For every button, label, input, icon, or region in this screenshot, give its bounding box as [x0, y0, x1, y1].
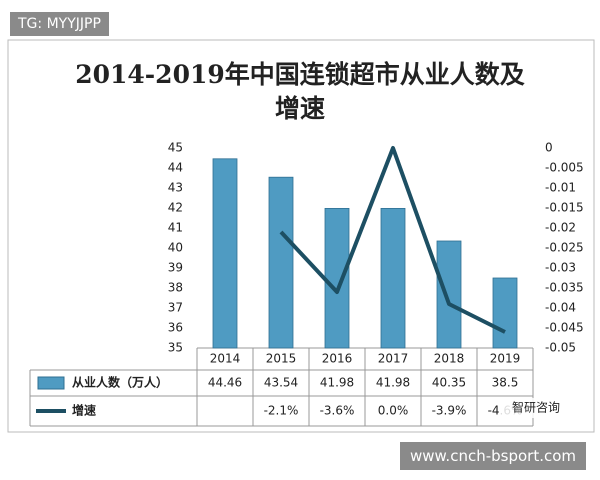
bar	[380, 207, 406, 349]
y-tick-label: 43	[168, 181, 183, 195]
table-value: -2.1%	[264, 404, 299, 418]
y2-tick-label: -0.005	[545, 161, 584, 175]
y-tick-label: 44	[168, 161, 183, 175]
bar	[212, 158, 238, 349]
x-tick-label: 2018	[434, 352, 465, 366]
watermark: www.cnch-bsport.com	[400, 442, 587, 470]
bar	[436, 240, 462, 349]
table-value: -3.6%	[320, 404, 355, 418]
y-tick-label: 38	[168, 281, 183, 295]
legend-label: 从业人数（万人）	[72, 375, 168, 390]
y2-tick-label: -0.03	[545, 261, 576, 275]
legend-label: 增速	[72, 403, 96, 418]
x-tick-label: 2014	[210, 352, 241, 366]
y-tick-label: 41	[168, 221, 183, 235]
table-value: -3.9%	[432, 404, 467, 418]
y2-tick-label: -0.015	[545, 201, 584, 215]
y-tick-label: 39	[168, 261, 183, 275]
y2-tick-label: -0.02	[545, 221, 576, 235]
y2-tick-label: 0	[545, 141, 553, 155]
bar	[268, 176, 294, 349]
table-value: 44.46	[208, 376, 242, 390]
bar	[324, 207, 350, 349]
y2-tick-label: -0.045	[545, 321, 584, 335]
table-value: 38.5	[492, 376, 519, 390]
y2-tick-label: -0.025	[545, 241, 584, 255]
table-value: 0.0%	[378, 404, 409, 418]
y-tick-label: 36	[168, 321, 183, 335]
y-tick-label: 42	[168, 201, 183, 215]
y2-tick-label: -0.04	[545, 301, 576, 315]
chart-title: 2014-2019年中国连锁超市从业人数及增速	[75, 60, 525, 123]
legend-swatch	[37, 376, 65, 390]
line	[279, 146, 506, 334]
table-value: 41.98	[320, 376, 354, 390]
logo: 智研咨询	[512, 400, 560, 415]
y-tick-label: 35	[168, 341, 183, 355]
x-tick-label: 2015	[266, 352, 297, 366]
y-tick-label: 40	[168, 241, 183, 255]
bar	[492, 277, 518, 349]
table-value: 43.54	[264, 376, 298, 390]
chart-frame	[7, 39, 595, 433]
y2-tick-label: -0.035	[545, 281, 584, 295]
y2-tick-label: -0.01	[545, 181, 576, 195]
y-tick-label: 45	[168, 141, 183, 155]
watermark: TG: MYYJJPP	[10, 12, 109, 36]
y-tick-label: 37	[168, 301, 183, 315]
y2-tick-label: -0.05	[545, 341, 576, 355]
logo-bg	[500, 398, 578, 418]
table-value: 41.98	[376, 376, 410, 390]
table-value: 40.35	[432, 376, 466, 390]
x-tick-label: 2019	[490, 352, 521, 366]
x-tick-label: 2017	[378, 352, 409, 366]
x-tick-label: 2016	[322, 352, 353, 366]
